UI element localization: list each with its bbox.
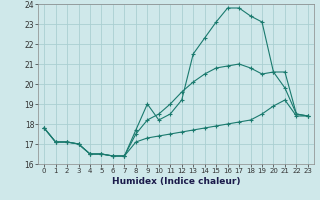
X-axis label: Humidex (Indice chaleur): Humidex (Indice chaleur) <box>112 177 240 186</box>
